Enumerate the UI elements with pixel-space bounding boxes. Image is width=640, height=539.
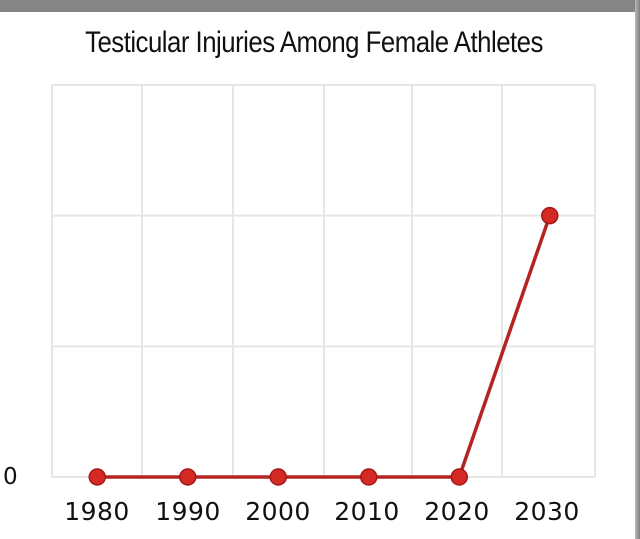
data-point-marker <box>541 206 559 225</box>
x-tick-label: 2000 <box>245 497 311 526</box>
data-point-marker <box>360 468 378 486</box>
x-tick-label: 2020 <box>424 497 490 526</box>
top-window-bar <box>0 0 640 12</box>
data-point-marker <box>179 468 197 486</box>
y-axis-zero-label: 0 <box>3 464 18 490</box>
data-series <box>88 206 559 486</box>
right-window-border <box>635 0 640 539</box>
x-tick-label: 2010 <box>334 497 400 526</box>
data-point-marker <box>88 468 106 486</box>
data-point-marker <box>269 468 287 486</box>
x-tick-label: 2030 <box>514 497 580 526</box>
x-tick-label: 1990 <box>155 497 221 526</box>
series-line <box>97 215 552 479</box>
chart-title: Testicular Injuries Among Female Athlete… <box>85 26 543 59</box>
x-tick-label: 1980 <box>64 497 130 526</box>
gridlines <box>51 84 596 478</box>
data-point-marker <box>450 468 468 486</box>
